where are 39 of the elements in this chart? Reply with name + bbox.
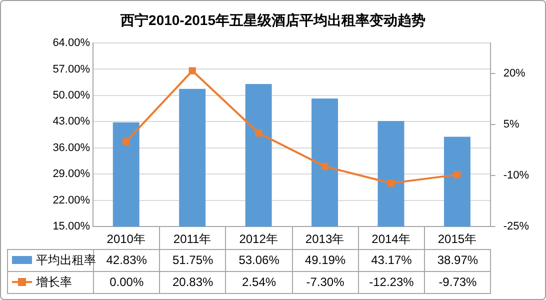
data-label: 0.00% (94, 271, 160, 294)
y2-tick-label: 5% (503, 118, 520, 131)
data-label: -9.73% (424, 271, 491, 294)
data-label: 38.97% (424, 249, 491, 272)
y-tick-label: 43.00% (52, 116, 90, 128)
point (321, 162, 328, 170)
y2-tick-label: -25% (503, 220, 530, 233)
chart-title: 西宁2010-2015年五星级酒店平均出租率变动趋势 (120, 12, 426, 28)
y-tick-label: 22.00% (52, 194, 90, 206)
legend-label: 平均出租率 (8, 249, 96, 272)
y-tick-label: 36.00% (52, 142, 90, 154)
data-label: 42.83% (106, 253, 147, 268)
y-tick-label: 15.00% (52, 220, 90, 233)
y-tick-label: 57.00% (52, 63, 90, 76)
x-tick-label: 2015年 (438, 232, 477, 246)
y2-tick-label: 20% (503, 68, 526, 80)
data-label: 2.54% (226, 271, 292, 294)
point (122, 138, 130, 146)
point (255, 129, 262, 136)
point (454, 171, 461, 178)
point (387, 180, 395, 187)
x-tick-label: 2010年 (106, 232, 146, 246)
legend-label: 增长率 (8, 271, 94, 294)
data-label: 20.83% (160, 271, 226, 294)
data-label: -7.30% (292, 271, 358, 294)
y-tick-label: 64.00% (52, 37, 90, 50)
data-label: 53.06% (226, 249, 292, 272)
x-tick-label: 2014年 (372, 232, 410, 246)
point (188, 67, 196, 74)
x-tick-label: 2012年 (239, 232, 278, 246)
data-label: -12.23% (358, 271, 425, 294)
y-tick-label: 29.00% (52, 168, 90, 180)
data-label: 51.75% (160, 249, 226, 272)
y2-tick-label: -10% (503, 170, 530, 182)
x-tick-label: 2013年 (305, 232, 344, 246)
data-label: 43.17% (358, 249, 425, 272)
data-label: 49.19% (292, 249, 358, 272)
x-tick-label: 2011年 (173, 232, 212, 246)
y-tick-label: 50.00% (52, 89, 90, 102)
